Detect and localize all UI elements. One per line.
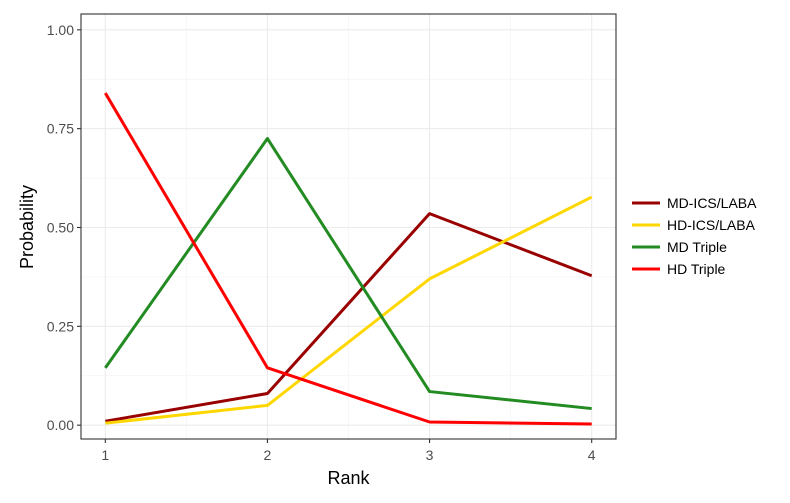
x-tick-label: 1 xyxy=(101,447,109,463)
legend-label-md-triple: MD Triple xyxy=(667,239,727,255)
y-tick-label: 0.75 xyxy=(47,121,74,137)
series-line-md-ics-laba xyxy=(105,212,593,423)
y-tick-label: 0.50 xyxy=(47,219,74,235)
major-gridlines xyxy=(81,14,616,439)
legend: MD-ICS/LABA HD-ICS/LABA MD Triple HD Triple xyxy=(632,195,757,277)
x-tick-label: 2 xyxy=(264,447,272,463)
y-axis-title: Probability xyxy=(17,185,37,269)
series-line-hd-triple xyxy=(104,92,592,426)
y-tick-label: 0.25 xyxy=(47,318,74,334)
x-axis-title: Rank xyxy=(327,468,370,488)
x-axis-ticks: 1 2 3 4 xyxy=(101,439,596,463)
series-line-md-triple xyxy=(104,137,592,411)
legend-label-md-ics-laba: MD-ICS/LABA xyxy=(667,195,757,211)
y-tick-label: 0.00 xyxy=(47,417,74,433)
series-line-hd-ics-laba xyxy=(105,195,593,425)
y-tick-label: 1.00 xyxy=(47,22,74,38)
legend-label-hd-triple: HD Triple xyxy=(667,261,726,277)
y-axis-ticks: 0.00 0.25 0.50 0.75 1.00 xyxy=(47,22,81,433)
series-lines xyxy=(104,92,593,426)
x-tick-label: 3 xyxy=(426,447,434,463)
legend-label-hd-ics-laba: HD-ICS/LABA xyxy=(667,217,756,233)
plot-panel-border xyxy=(80,13,617,440)
x-tick-label: 4 xyxy=(588,447,596,463)
